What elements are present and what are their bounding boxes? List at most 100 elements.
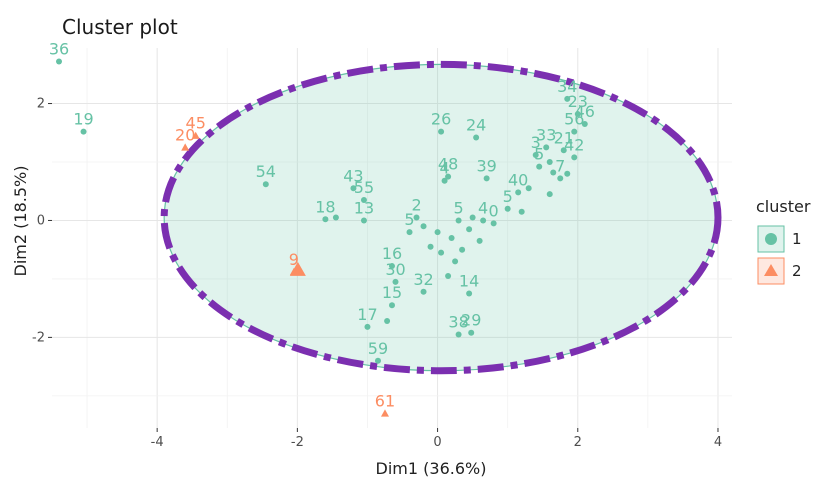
point-label: 29 [461,311,481,330]
point-label: 33 [536,125,556,144]
data-point-cluster-1 [384,318,391,325]
point-label: 16 [382,244,402,263]
point-label: 14 [459,272,479,291]
legend-marker-2 [764,264,778,276]
data-point-cluster-1 [546,191,553,198]
data-point-cluster-2 [191,131,200,139]
x-tick-label: 0 [433,435,441,450]
data-point-cluster-1 [518,208,525,215]
y-tick-label: 2 [37,97,45,112]
point-label: 5 [404,210,414,229]
point-label: 20 [175,125,195,144]
point-label: 9 [289,250,299,269]
data-point-cluster-1 [473,134,480,141]
y-tick-label: 0 [37,213,45,228]
x-tick-label: -4 [151,435,164,450]
data-point-cluster-1 [476,237,483,244]
point-label: 48 [438,155,458,174]
point-label: 36 [49,39,69,58]
point-label: 4 [439,159,449,178]
data-point-cluster-1 [466,290,473,297]
data-point-cluster-1 [438,128,445,135]
data-point-cluster-1 [546,159,553,165]
data-point-cluster-1 [543,144,550,151]
plot-grid [52,48,732,428]
point-label: 26 [431,110,451,129]
point-label: 17 [357,305,377,324]
point-label: 39 [476,156,496,175]
data-point-cluster-1 [504,205,511,212]
x-tick-label: -2 [291,435,304,450]
data-point-cluster-1 [389,263,395,270]
data-point-cluster-1 [448,235,455,241]
cluster-ellipse-outline [160,60,722,375]
point-label: 34 [557,77,577,96]
data-point-cluster-1 [571,128,578,135]
point-label: 43 [343,166,363,185]
data-point-cluster-1 [532,151,539,158]
legend-marker-1 [765,233,777,245]
data-point-cluster-1 [564,170,571,177]
data-point-cluster-2 [380,409,389,417]
data-point-cluster-1 [490,220,497,227]
point-label: 5 [503,187,513,206]
data-point-cluster-1 [483,175,490,182]
point-label: 2 [411,196,421,215]
data-point-cluster-1 [322,216,329,223]
data-point-cluster-1 [438,249,445,256]
point-label: 40 [508,170,528,189]
data-point-cluster-1 [441,177,448,184]
data-point-cluster-1 [445,173,452,180]
legend: cluster 1 2 [756,197,811,285]
data-point-cluster-1 [469,214,476,221]
x-tick-label: 4 [714,435,722,450]
point-label: 42 [564,135,584,154]
data-point-cluster-1 [536,163,543,170]
point-label: 5 [534,145,544,164]
data-point-cluster-1 [413,214,420,221]
point-label: 3 [531,133,541,152]
data-point-cluster-1 [525,185,532,192]
x-tick-label: 2 [574,435,582,450]
data-point-cluster-1 [389,302,395,309]
point-label: 46 [575,102,595,121]
point-label: 21 [554,128,574,147]
point-label: 24 [466,115,486,134]
data-point-cluster-1 [406,229,413,236]
y-axis-title: Dim2 (18.5%) [11,166,30,277]
point-label: 59 [368,339,388,358]
point-label: 56 [564,110,584,129]
point-label: 15 [382,283,402,302]
data-point-cluster-1 [350,185,357,192]
data-point-cluster-1 [445,273,452,279]
data-point-cluster-1 [364,323,371,330]
data-point-cluster-1 [574,111,581,118]
point-label: 5 [454,198,464,217]
data-point-cluster-1 [455,217,462,224]
data-point-cluster-2-large [289,261,306,276]
data-point-cluster-1 [427,243,434,250]
data-point-cluster-1 [420,223,427,230]
data-point-cluster-1 [581,121,588,127]
data-point-cluster-1 [557,175,564,182]
data-point-cluster-1 [455,331,462,338]
y-tick-label: -2 [32,330,45,345]
point-label: 45 [186,114,206,133]
point-label: 4 [478,198,488,217]
point-label: 23 [568,92,588,111]
data-point-cluster-1 [374,357,381,364]
data-point-cluster-1 [466,226,473,233]
legend-label-1: 1 [792,230,802,248]
data-point-cluster-1 [56,58,63,65]
point-label: 30 [385,260,405,279]
point-label: 55 [354,178,374,197]
point-label: 0 [489,201,499,220]
data-point-cluster-2 [181,143,190,151]
data-point-cluster-1 [550,169,557,176]
data-point-cluster-1 [262,181,269,188]
data-point-cluster-1 [434,229,441,236]
legend-label-2: 2 [792,262,802,280]
legend-title: cluster [756,197,811,216]
data-point-cluster-1 [468,329,475,336]
